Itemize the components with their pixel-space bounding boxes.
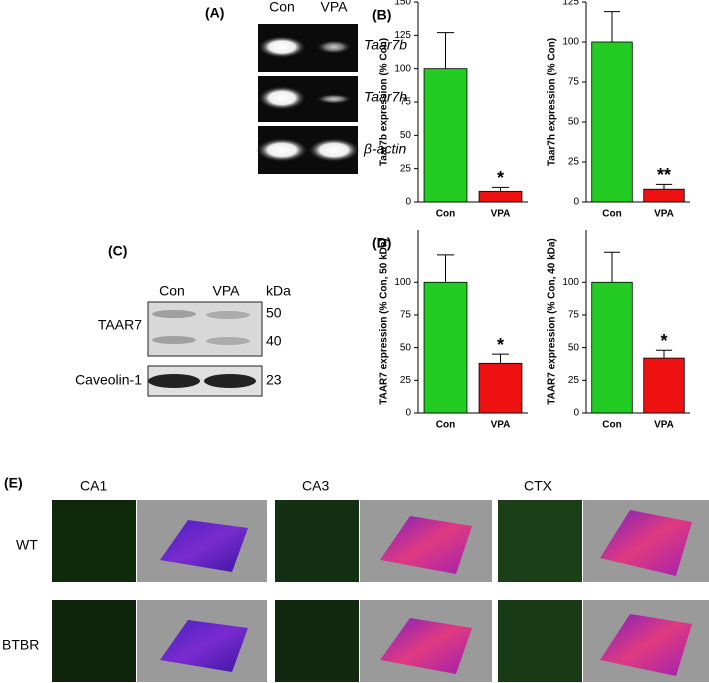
- x-tick-label: Con: [436, 209, 455, 220]
- lane-label: VPA: [321, 0, 349, 15]
- y-tick-label: 100: [394, 63, 411, 74]
- y-tick-label: 50: [400, 130, 412, 141]
- y-tick-label: 75: [400, 310, 412, 321]
- y-tick-label: 75: [568, 77, 580, 88]
- micrographs: [52, 500, 709, 682]
- lane-label: Con: [269, 0, 295, 15]
- gene-label: Taar7b: [364, 37, 407, 53]
- y-tick-label: 100: [394, 277, 411, 288]
- significance: *: [497, 168, 504, 188]
- y-axis-label: TAAR7 expression (% Con, 40 kDa): [547, 238, 558, 405]
- y-tick-label: 25: [400, 163, 412, 174]
- gel: [256, 24, 360, 174]
- panel-label: (D): [372, 235, 391, 251]
- y-tick-label: 150: [394, 0, 411, 8]
- bar: [591, 41, 633, 203]
- panel-label: (C): [108, 243, 127, 259]
- y-tick-label: 50: [568, 342, 580, 353]
- band-label: TAAR7: [98, 317, 142, 333]
- y-tick-label: 50: [400, 342, 412, 353]
- western-blot: [147, 301, 263, 397]
- bar: [478, 190, 523, 203]
- y-axis-label: Taar7h expression (% Con): [547, 38, 558, 166]
- band-label: Caveolin-1: [75, 372, 142, 388]
- x-tick-label: VPA: [654, 420, 674, 431]
- lane-label: Con: [159, 283, 185, 299]
- unit-label: kDa: [266, 283, 291, 299]
- panel-label: (E): [4, 475, 23, 491]
- size-label: 23: [266, 372, 282, 388]
- bar: [591, 281, 633, 414]
- significance: *: [660, 331, 667, 351]
- x-tick-label: VPA: [491, 420, 511, 431]
- panel-label: (B): [372, 7, 391, 23]
- y-tick-label: 125: [562, 0, 579, 8]
- y-tick-label: 0: [573, 408, 579, 419]
- significance: **: [657, 165, 671, 185]
- y-tick-label: 25: [568, 375, 580, 386]
- size-label: 40: [266, 333, 282, 349]
- strain-label: WT: [16, 537, 38, 553]
- y-tick-label: 125: [394, 30, 411, 41]
- region-label: CA3: [302, 478, 329, 494]
- gene-label: Taar7h: [364, 89, 407, 105]
- bar: [423, 281, 468, 414]
- panel-label: (A): [205, 5, 224, 21]
- y-tick-label: 75: [400, 97, 412, 108]
- region-label: CA1: [80, 478, 107, 494]
- y-tick-label: 0: [405, 197, 411, 208]
- x-tick-label: VPA: [491, 209, 511, 220]
- size-label: 50: [266, 305, 282, 321]
- y-tick-label: 0: [573, 197, 579, 208]
- y-axis-label: Taar7b expression (% Con): [379, 38, 390, 166]
- y-tick-label: 75: [568, 310, 580, 321]
- x-tick-label: Con: [602, 420, 621, 431]
- y-tick-label: 100: [562, 37, 579, 48]
- y-axis-label: TAAR7 expression (% Con, 50 kDa): [379, 238, 390, 405]
- x-tick-label: Con: [602, 209, 621, 220]
- x-tick-label: Con: [436, 420, 455, 431]
- bar: [643, 188, 685, 203]
- significance: *: [497, 335, 504, 355]
- y-tick-label: 100: [562, 277, 579, 288]
- y-tick-label: 50: [568, 117, 580, 128]
- y-tick-label: 0: [405, 408, 411, 419]
- bar: [423, 68, 468, 203]
- gene-label: β-actin: [363, 141, 406, 157]
- strain-label: BTBR: [2, 637, 39, 653]
- x-tick-label: VPA: [654, 209, 674, 220]
- bar: [643, 357, 685, 414]
- y-tick-label: 25: [400, 375, 412, 386]
- y-tick-label: 25: [568, 157, 580, 168]
- lane-label: VPA: [213, 283, 241, 299]
- region-label: CTX: [524, 478, 553, 494]
- bar: [478, 362, 523, 414]
